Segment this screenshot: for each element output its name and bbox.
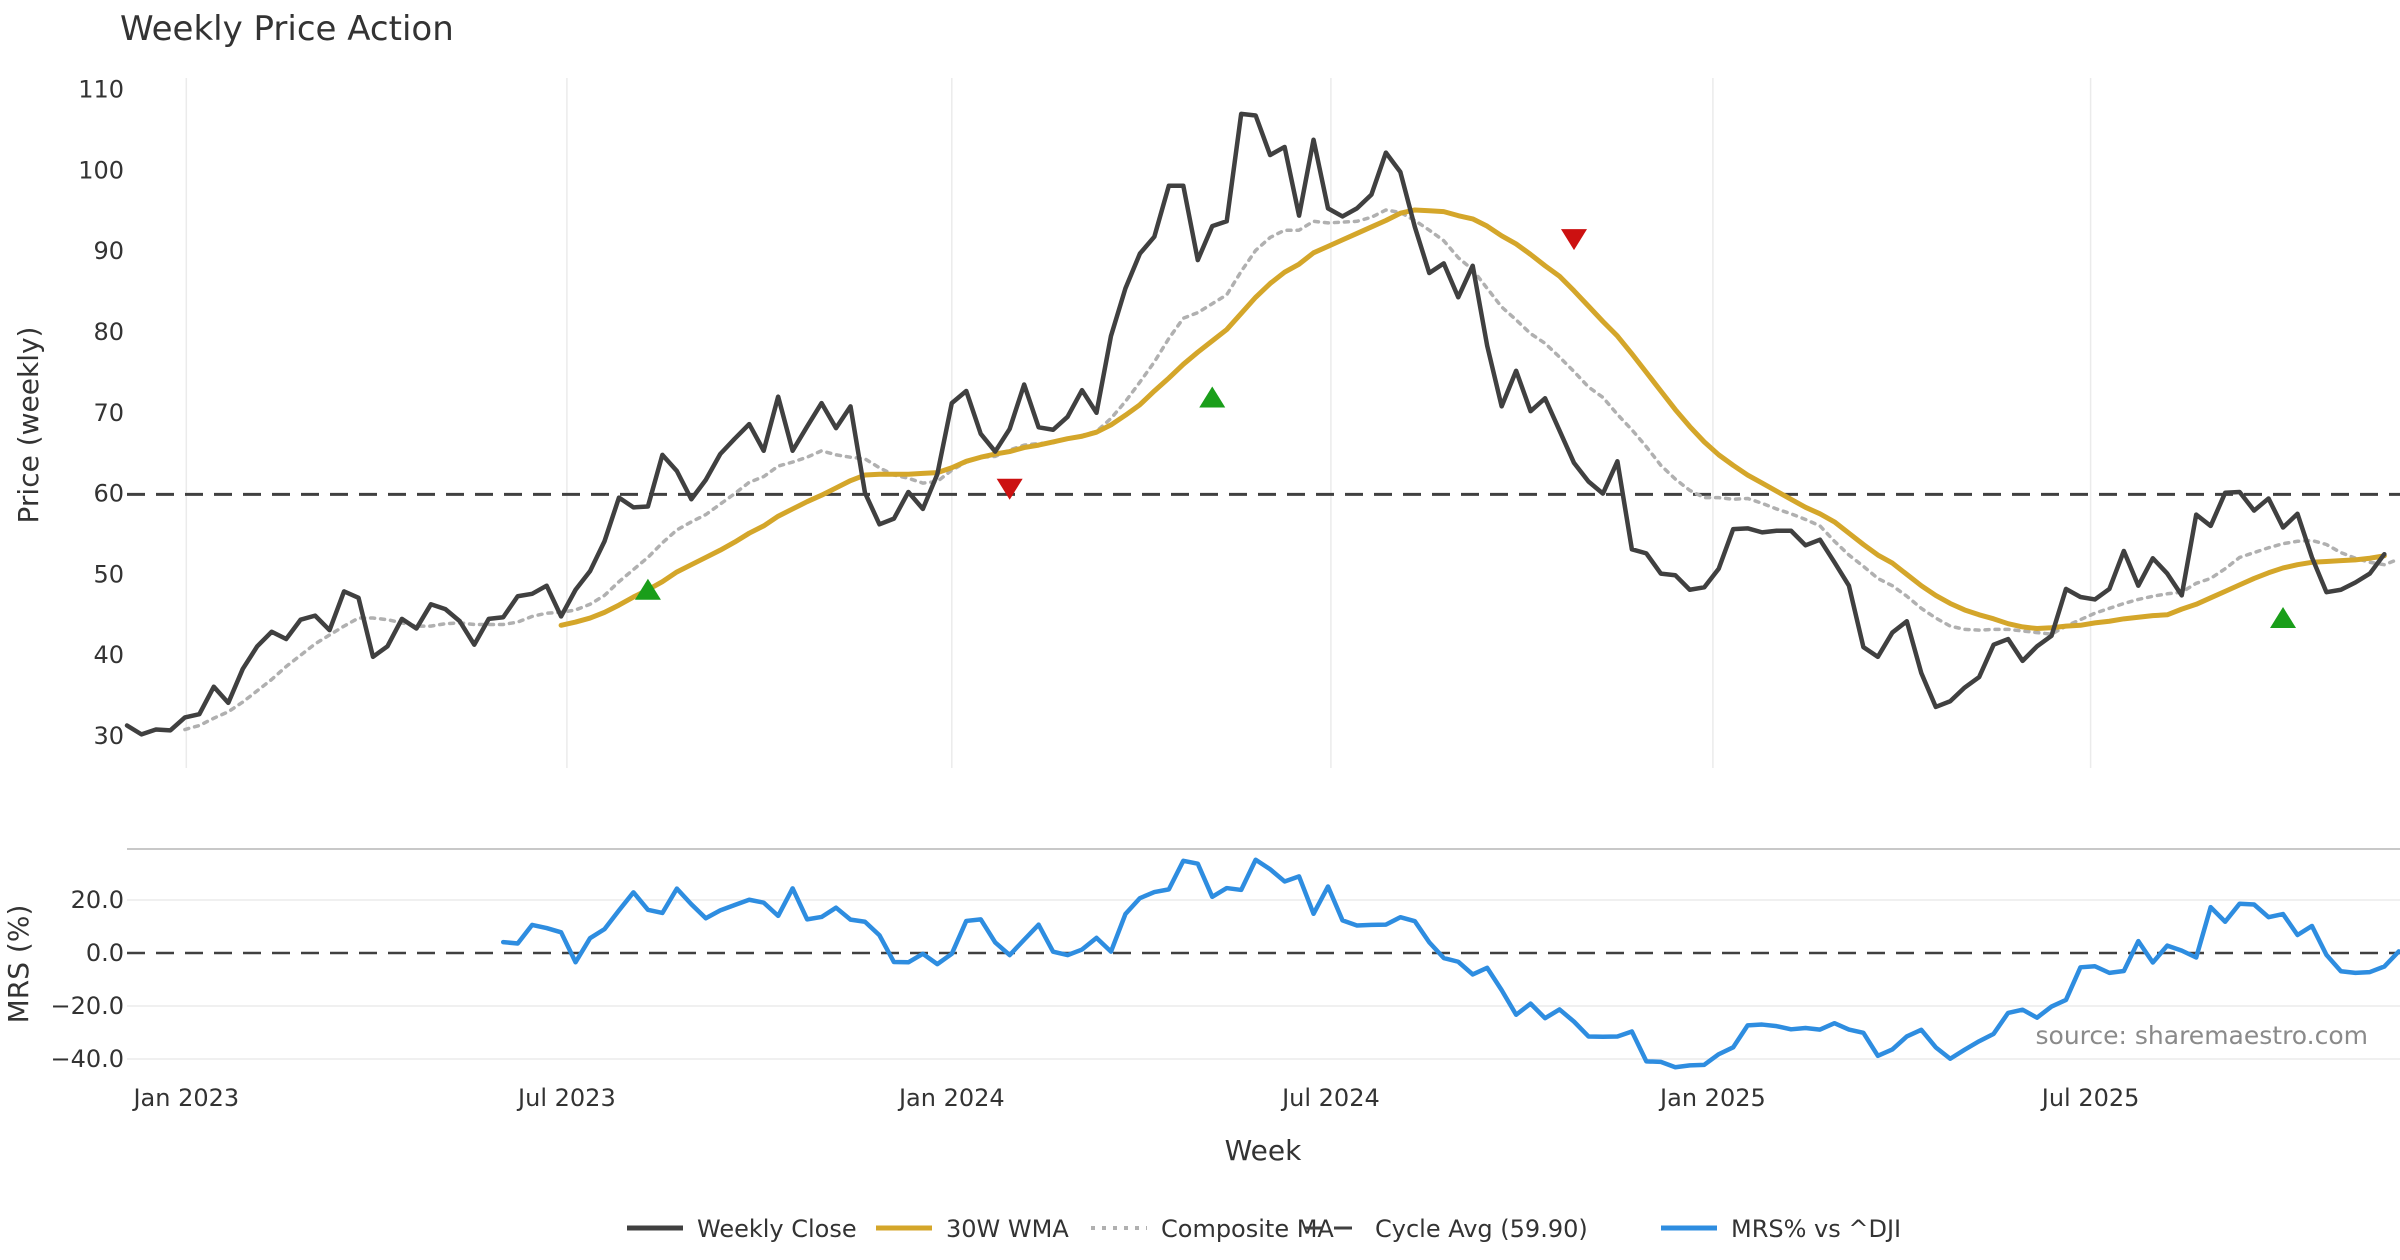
price-ytick-label: 30 — [93, 722, 124, 750]
x-axis-title: Week — [1225, 1134, 1302, 1167]
price-axis-title: Price (weekly) — [12, 327, 45, 524]
sell-marker — [1561, 229, 1587, 251]
x-tick-label: Jan 2023 — [131, 1084, 239, 1112]
price-panel: 30 40 50 60 70 80 90 100 110 — [78, 76, 2400, 768]
legend: Weekly Close 30W WMA Composite MA Cycle Avg… — [627, 1215, 1901, 1243]
x-tick-label: Jan 2024 — [897, 1084, 1005, 1112]
legend-label: Cycle Avg (59.90) — [1375, 1215, 1588, 1243]
price-ytick-label: 100 — [78, 156, 124, 184]
x-tick-label: Jul 2025 — [2040, 1084, 2140, 1112]
mrs-ytick-label: 20.0 — [71, 886, 124, 914]
composite-ma-line — [183, 208, 2400, 732]
sell-marker — [996, 478, 1023, 500]
mrs-axis-title: MRS (%) — [2, 905, 35, 1024]
mrs-line — [500, 857, 2400, 1070]
price-ytick-label: 60 — [93, 480, 124, 508]
mrs-ytick-label: −20.0 — [50, 992, 124, 1020]
chart-title: Weekly Price Action — [120, 9, 454, 49]
x-tick-label: Jul 2024 — [1280, 1084, 1380, 1112]
price-ytick-label: 110 — [78, 76, 124, 104]
legend-label: 30W WMA — [946, 1215, 1069, 1243]
price-ytick-label: 40 — [93, 641, 124, 669]
x-tick-label: Jul 2023 — [516, 1084, 616, 1112]
buy-marker — [634, 578, 661, 600]
price-ytick-label: 80 — [93, 318, 124, 346]
legend-label: Weekly Close — [697, 1215, 857, 1243]
mrs-ytick-label: −40.0 — [50, 1045, 124, 1073]
legend-label: MRS% vs ^DJI — [1731, 1215, 1901, 1243]
x-tick-label: Jan 2025 — [1658, 1084, 1766, 1112]
price-ytick-label: 50 — [93, 560, 124, 588]
price-ytick-label: 90 — [93, 237, 124, 265]
price-ytick-label: 70 — [93, 399, 124, 427]
buy-marker — [2270, 607, 2297, 629]
weekly-close-line — [124, 111, 2387, 737]
buy-marker — [1199, 386, 1226, 408]
source-note: source: sharemaestro.com — [2036, 1021, 2369, 1050]
wma-30w-line — [558, 207, 2387, 632]
mrs-ytick-label: 0.0 — [86, 939, 124, 967]
